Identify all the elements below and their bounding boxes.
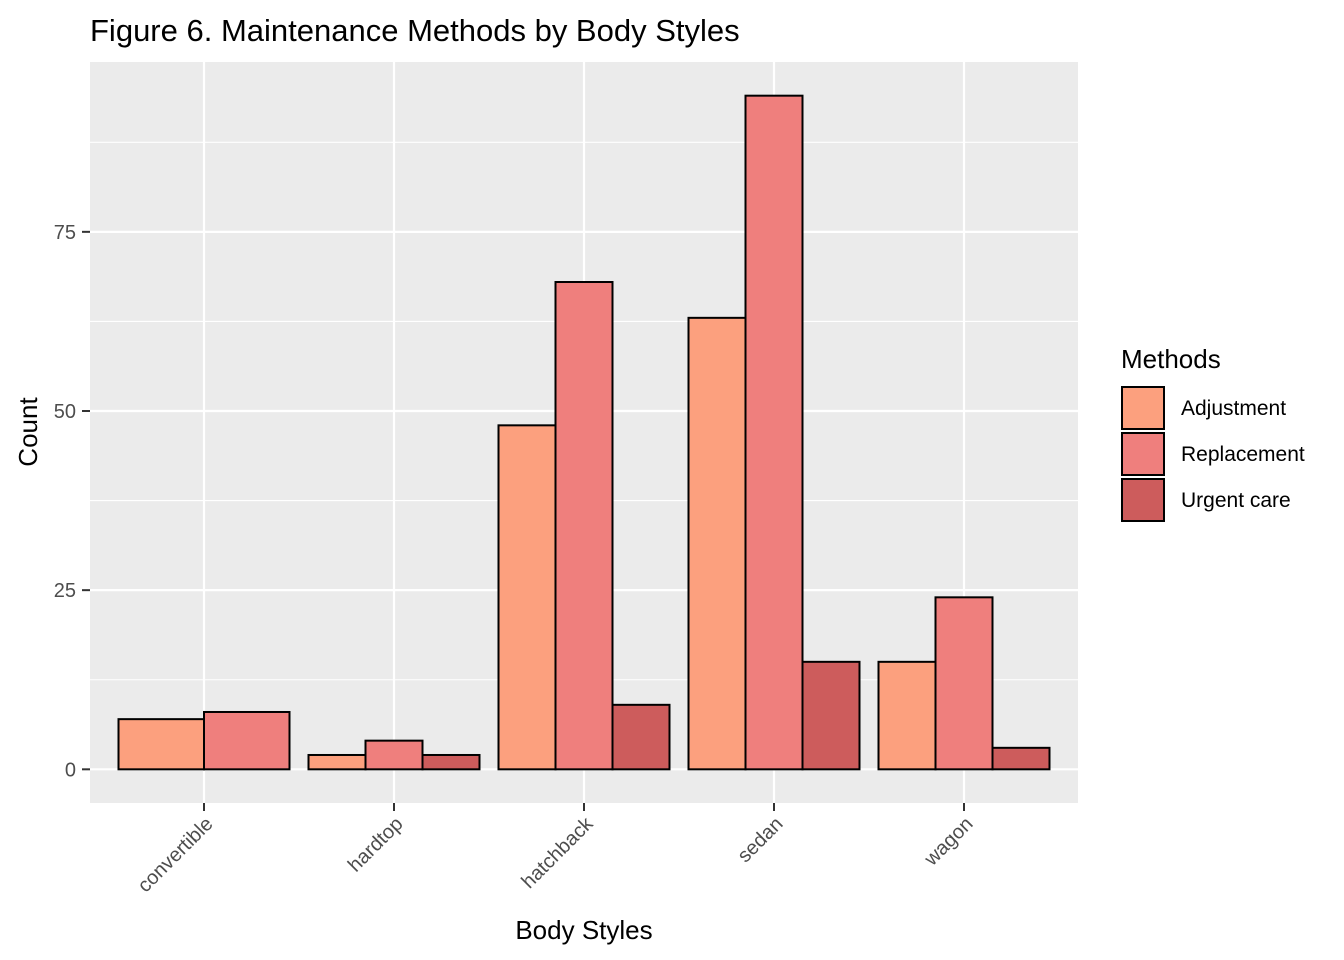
bar-convertible-replacement [203,710,291,771]
bar-wagon-replacement [934,596,994,771]
bar-hardtop-urgent-care [421,753,481,771]
legend-label-adjustment: Adjustment [1181,397,1286,420]
y-axis: 0 25 50 75 [54,222,90,781]
chart-title: Figure 6. Maintenance Methods by Body St… [90,13,740,48]
x-tick-label-hatchback: hatchback [518,812,599,893]
bar-hatchback-replacement [554,281,614,771]
y-tick-label: 75 [54,222,76,244]
legend-label-urgent-care: Urgent care [1181,489,1291,512]
legend-swatch-adjustment [1121,386,1165,430]
bar-sedan-adjustment [687,316,747,771]
y-tick-label: 0 [65,759,76,781]
y-axis-title: Count [13,397,43,467]
y-tick-label: 25 [54,580,76,602]
x-axis: convertible hardtop hatchback sedan wagon [134,803,978,897]
x-axis-title: Body Styles [515,915,652,945]
x-tick-label-wagon: wagon [920,813,978,871]
legend-title: Methods [1121,344,1221,374]
bar-wagon-urgent-care [991,746,1051,771]
bar-wagon-adjustment [877,660,937,771]
bar-sedan-replacement [744,94,804,771]
bar-hardtop-adjustment [307,753,367,771]
y-tick-label: 50 [54,401,76,423]
bar-hardtop-replacement [364,739,424,771]
bar-convertible-adjustment [117,718,205,771]
bars [117,94,1051,771]
bar-sedan-urgent-care [801,660,861,771]
x-tick-label-sedan: sedan [733,813,787,867]
x-tick-label-hardtop: hardtop [344,813,408,877]
legend-label-replacement: Replacement [1181,443,1305,466]
legend-swatch-urgent-care [1121,478,1165,522]
legend-swatch-replacement [1121,432,1165,476]
bar-hatchback-adjustment [497,424,557,771]
x-tick-label-convertible: convertible [134,813,218,897]
bar-hatchback-urgent-care [611,703,671,771]
legend: Methods Adjustment Replacement Urgent care [1121,344,1305,522]
